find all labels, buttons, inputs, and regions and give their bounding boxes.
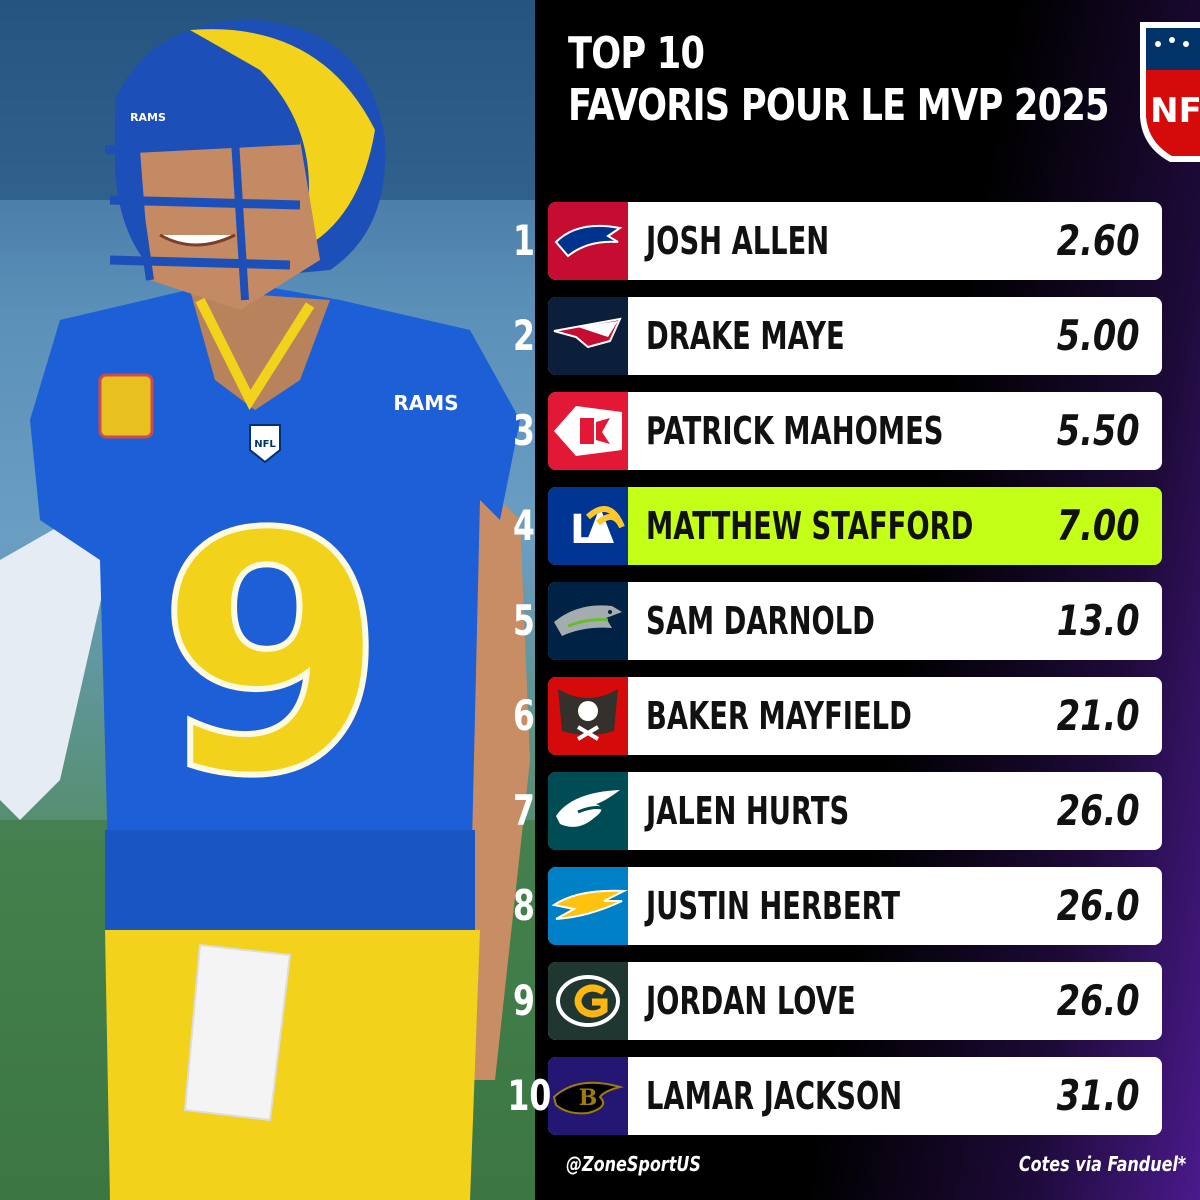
rank-number: 6 xyxy=(513,691,535,740)
player-name: JUSTIN HERBERT xyxy=(646,884,901,928)
player-name: JALEN HURTS xyxy=(646,789,850,833)
ranking-row: JALEN HURTS 26.0 xyxy=(548,772,1162,850)
player-name: BAKER MAYFIELD xyxy=(646,694,912,738)
ranking-row: B LAMAR JACKSON 31.0 xyxy=(548,1057,1162,1135)
ranking-row: JUSTIN HERBERT 26.0 xyxy=(548,867,1162,945)
player-name: SAM DARNOLD xyxy=(646,599,875,643)
jersey-number: 9 xyxy=(157,464,387,848)
ranking-row-highlighted: L MATTHEW STAFFORD 7.00 xyxy=(548,487,1162,565)
player-odds: 7.00 xyxy=(1057,501,1140,550)
patriots-logo-icon xyxy=(548,297,628,375)
nfl-shield-icon: NF xyxy=(1140,22,1200,162)
eagles-logo-icon xyxy=(548,772,628,850)
packers-logo-icon xyxy=(548,962,628,1040)
ranking-row: JOSH ALLEN 2.60 xyxy=(548,202,1162,280)
ranking-row: JORDAN LOVE 26.0 xyxy=(548,962,1162,1040)
player-odds: 31.0 xyxy=(1057,1071,1140,1120)
player-odds: 2.60 xyxy=(1057,216,1140,265)
page-title: TOP 10 FAVORIS POUR LE MVP 2025 xyxy=(568,28,1109,132)
player-name: DRAKE MAYE xyxy=(646,314,845,358)
rank-number: 9 xyxy=(513,976,535,1025)
chargers-logo-icon xyxy=(548,867,628,945)
rank-number: 1 xyxy=(513,216,535,265)
player-odds: 21.0 xyxy=(1057,691,1140,740)
player-name: PATRICK MAHOMES xyxy=(646,409,944,453)
social-handle: @ZoneSportUS xyxy=(566,1152,701,1176)
player-photo: 9 RAMS NFL RAMS xyxy=(0,0,535,1200)
player-illustration: 9 RAMS NFL RAMS xyxy=(0,0,535,1200)
player-name: LAMAR JACKSON xyxy=(646,1074,903,1118)
rank-number: 7 xyxy=(513,786,535,835)
player-odds: 5.50 xyxy=(1057,406,1140,455)
player-odds: 13.0 xyxy=(1057,596,1140,645)
bills-logo-icon xyxy=(548,202,628,280)
ranking-row: BAKER MAYFIELD 21.0 xyxy=(548,677,1162,755)
buccaneers-logo-icon xyxy=(548,677,628,755)
rank-number: 5 xyxy=(513,596,535,645)
helmet-text: RAMS xyxy=(130,111,166,124)
title-line-1: TOP 10 xyxy=(568,28,705,79)
player-odds: 26.0 xyxy=(1057,881,1140,930)
rank-number: 8 xyxy=(513,881,535,930)
rams-logo-icon: L xyxy=(548,487,628,565)
title-line-2: FAVORIS POUR LE MVP 2025 xyxy=(568,80,1109,131)
jersey-nfl-badge: NFL xyxy=(254,439,276,450)
jersey-team-text: RAMS xyxy=(393,391,458,415)
player-name: JORDAN LOVE xyxy=(646,979,856,1023)
player-odds: 5.00 xyxy=(1057,311,1140,360)
ravens-logo-icon: B xyxy=(548,1057,628,1135)
player-name: JOSH ALLEN xyxy=(646,219,830,263)
rank-number: 10 xyxy=(507,1071,552,1120)
odds-source: Cotes via Fanduel* xyxy=(1018,1152,1186,1176)
ranking-row: SAM DARNOLD 13.0 xyxy=(548,582,1162,660)
ranking-row: DRAKE MAYE 5.00 xyxy=(548,297,1162,375)
seahawks-logo-icon xyxy=(548,582,628,660)
player-odds: 26.0 xyxy=(1057,976,1140,1025)
rank-number: 3 xyxy=(513,406,535,455)
rank-number: 2 xyxy=(513,311,535,360)
svg-text:NF: NF xyxy=(1150,91,1200,131)
svg-text:B: B xyxy=(579,1085,598,1111)
chiefs-logo-icon xyxy=(548,392,628,470)
rank-number: 4 xyxy=(513,501,535,550)
player-name: MATTHEW STAFFORD xyxy=(646,504,974,548)
ranking-row: PATRICK MAHOMES 5.50 xyxy=(548,392,1162,470)
player-odds: 26.0 xyxy=(1057,786,1140,835)
